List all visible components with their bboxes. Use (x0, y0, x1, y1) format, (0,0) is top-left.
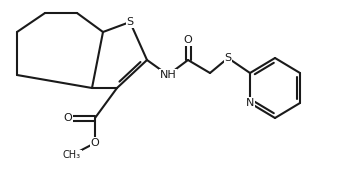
Text: S: S (224, 53, 232, 63)
Text: O: O (91, 138, 99, 148)
Text: NH: NH (160, 70, 176, 80)
Text: O: O (64, 113, 72, 123)
Text: O: O (184, 35, 192, 45)
Text: N: N (246, 98, 254, 108)
Text: CH₃: CH₃ (63, 150, 81, 160)
Text: S: S (126, 17, 134, 27)
